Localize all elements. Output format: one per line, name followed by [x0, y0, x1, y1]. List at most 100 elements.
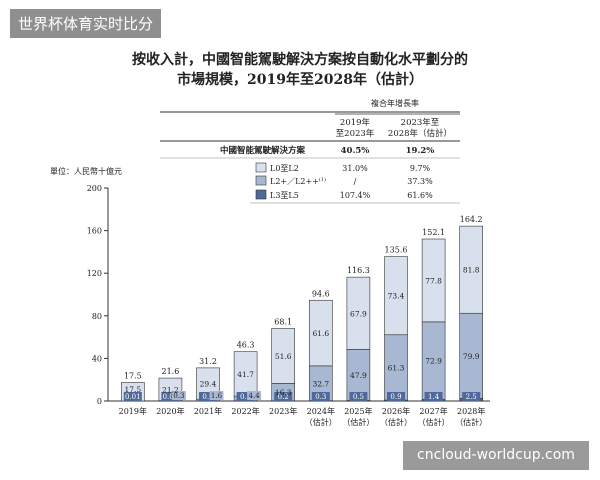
data-label: 67.9: [350, 309, 367, 318]
data-label: 79.9: [463, 352, 480, 361]
table-row-value: 40.5%: [341, 146, 370, 156]
data-label: 1.4: [428, 393, 440, 401]
total-label: 68.1: [274, 317, 292, 326]
x-tick-label: （估計）: [380, 417, 412, 427]
y-tick-label: 0: [97, 397, 102, 406]
data-label: 77.8: [425, 276, 442, 285]
legend-swatch: [255, 189, 267, 200]
data-label: 0.01: [125, 393, 141, 401]
table-col2-header-line2: 2028年（估計）: [388, 128, 452, 139]
small-value-band: [247, 391, 262, 400]
data-label: 51.6: [275, 352, 292, 361]
x-tick-label: （估計）: [418, 417, 450, 427]
total-label: 17.5: [124, 371, 142, 380]
data-label: 29.4: [200, 380, 217, 389]
x-tick-label: （估計）: [305, 417, 337, 427]
data-label: 47.9: [350, 371, 367, 380]
table-row-value: /: [354, 177, 357, 186]
table-row-value: 107.4%: [340, 191, 371, 200]
total-label: 46.3: [237, 341, 255, 350]
data-label: 41.7: [237, 370, 254, 379]
x-tick-label: 2027年: [419, 406, 447, 416]
data-label: 0.3: [173, 392, 184, 400]
y-tick-label: 160: [87, 227, 102, 236]
data-label: 0.9: [390, 393, 401, 401]
table-row-value: 19.2%: [406, 146, 435, 156]
y-tick-label: 200: [87, 184, 102, 193]
x-tick-label: 2024年: [307, 406, 335, 416]
total-label: 152.1: [422, 228, 445, 237]
watermark-bottom: cncloud-worldcup.com: [403, 441, 589, 470]
total-label: 94.6: [312, 289, 330, 298]
data-label: 1.6: [211, 392, 223, 400]
small-value-band: [311, 392, 330, 401]
bar-segment: [308, 299, 333, 367]
small-value-band: [161, 392, 180, 401]
x-tick-label: 2025年: [344, 406, 372, 416]
legend-swatch: [255, 175, 267, 186]
x-tick-label: （估計）: [342, 417, 374, 427]
bar-segment: [346, 276, 371, 350]
y-tick-label: 80: [92, 312, 102, 321]
data-label: 61.6: [312, 329, 329, 338]
x-tick-label: 2021年: [194, 406, 222, 416]
table-group-header: 複合年增長率: [371, 98, 419, 108]
table-row-value: 31.0%: [342, 164, 368, 173]
legend-label: L2+／L2++(1): [270, 176, 326, 186]
bar-segment: [271, 328, 296, 384]
data-label: 0.2: [278, 393, 289, 401]
x-tick-label: 2020年: [156, 406, 184, 416]
small-value-band: [387, 392, 405, 401]
legend-swatch: [255, 162, 267, 173]
small-value-band: [209, 391, 224, 400]
small-value-band: [171, 391, 186, 400]
data-label: 0.1: [202, 393, 213, 401]
small-value-band: [424, 392, 443, 401]
small-value-band: [236, 392, 255, 401]
data-label: 0.3: [315, 393, 326, 401]
data-label: 16.3: [275, 388, 292, 397]
table-col1-header-line2: 至2023年: [336, 128, 375, 139]
data-label: 4.4: [249, 392, 261, 400]
data-label: 21.2: [162, 385, 179, 394]
x-tick-label: 2026年: [382, 406, 410, 416]
legend-label: L0至L2: [270, 164, 299, 173]
total-label: 21.6: [161, 367, 179, 376]
total-label: 116.3: [347, 266, 370, 275]
x-tick-label: 2019年: [119, 406, 147, 416]
legend-footnote-mark: (1): [319, 176, 326, 183]
small-value-band: [462, 392, 481, 401]
bar-segment: [421, 238, 446, 323]
table-row-value: 9.7%: [410, 164, 431, 173]
chart-title: 按收入計，中國智能駕駛解決方案按自動化水平劃分的 市場規模，2019年至2028…: [0, 50, 600, 90]
x-tick-label: 2023年: [269, 406, 297, 416]
table-col2-header-line1: 2023年至: [401, 117, 440, 128]
table-row-value: 37.3%: [407, 177, 433, 186]
small-value-band: [123, 392, 142, 401]
bar-segment: [459, 225, 484, 314]
total-label: 135.6: [385, 246, 408, 255]
table-col1-header-line1: 2019年: [340, 117, 371, 128]
data-label: 0.5: [353, 393, 364, 401]
data-label: 73.4: [388, 292, 405, 301]
data-label: 2.5: [466, 393, 477, 401]
table-row-value: 61.6%: [407, 191, 433, 200]
data-label: 0.2: [240, 393, 251, 401]
legend-label: L3至L5: [270, 191, 299, 200]
x-tick-label: 2028年: [457, 406, 485, 416]
watermark-top: 世界杯体育实时比分: [10, 9, 162, 38]
data-label: 32.7: [312, 379, 329, 388]
data-label: 17.5: [124, 385, 141, 394]
x-tick-label: （估計）: [455, 417, 487, 427]
x-tick-label: 2022年: [231, 406, 259, 416]
table-row-label: 中國智能駕駛解決方案: [220, 145, 306, 156]
chart-title-line-2: 市場規模，2019年至2028年（估計）: [177, 72, 423, 88]
y-tick-label: 120: [87, 269, 102, 278]
y-tick-label: 40: [92, 354, 102, 363]
small-value-band: [349, 392, 368, 401]
total-label: 31.2: [199, 357, 217, 366]
chart-title-line-1: 按收入計，中國智能駕駛解決方案按自動化水平劃分的: [132, 52, 468, 68]
data-label: 81.8: [463, 266, 480, 275]
total-label: 164.2: [460, 215, 483, 224]
small-value-band: [274, 392, 293, 401]
